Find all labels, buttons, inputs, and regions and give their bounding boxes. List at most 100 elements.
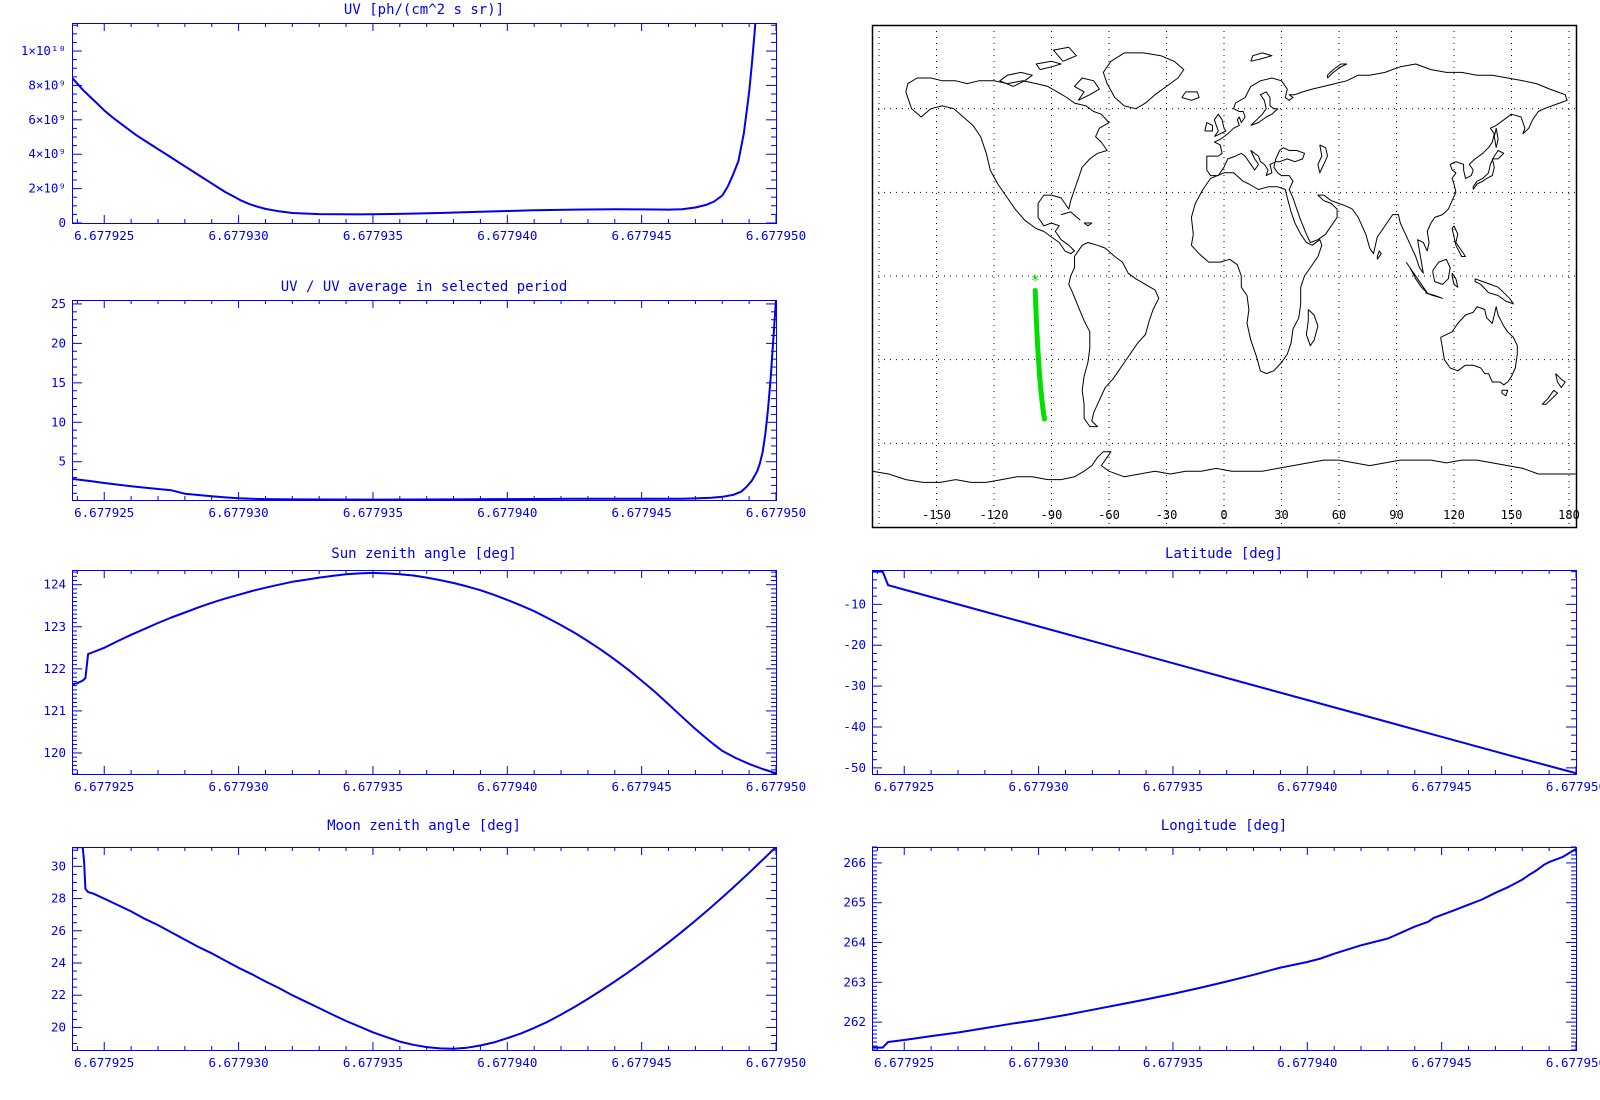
svg-text:6.677940: 6.677940	[477, 779, 537, 794]
svg-text:22: 22	[51, 987, 66, 1002]
svg-text:6.677945: 6.677945	[612, 1055, 672, 1070]
svg-text:6.677950: 6.677950	[1546, 779, 1600, 794]
svg-text:15: 15	[51, 375, 66, 390]
svg-text:6.677940: 6.677940	[1277, 779, 1337, 794]
svg-text:266: 266	[843, 855, 866, 870]
svg-text:60: 60	[1332, 508, 1346, 522]
latitude-chart-title: Latitude [deg]	[1164, 546, 1283, 562]
svg-text:6.677945: 6.677945	[612, 779, 672, 794]
svg-text:6.677940: 6.677940	[477, 228, 537, 243]
svg-text:30: 30	[1274, 508, 1288, 522]
moon-zenith-plot-svg: 6.677925 6.677930 6.677935 6.677940 6.677945…	[51, 847, 806, 1070]
uv-chart-title: UV [ph/(cm^2 s sr)]	[343, 2, 505, 18]
svg-text:6.677935: 6.677935	[343, 505, 403, 520]
svg-text:6.677940: 6.677940	[1277, 1055, 1337, 1070]
svg-text:10: 10	[51, 414, 66, 429]
ground-track	[1032, 288, 1047, 422]
svg-text:6.677925: 6.677925	[74, 1055, 134, 1070]
moon-zenith-chart-title: Moon zenith angle [deg]	[327, 818, 521, 834]
sun-zenith-chart-title: Sun zenith angle [deg]	[331, 546, 517, 562]
svg-text:6.677935: 6.677935	[343, 1055, 403, 1070]
svg-text:6.677935: 6.677935	[343, 228, 403, 243]
svg-text:263: 263	[843, 974, 866, 989]
svg-text:6.677935: 6.677935	[1143, 1055, 1203, 1070]
uv-ratio-chart: UV / UV average in selected period 6.677…	[0, 262, 810, 520]
latitude-plot-svg: 6.677925 6.677930 6.677935 6.677940 6.677945…	[843, 570, 1600, 794]
moon-zenith-chart: Moon zenith angle [deg] 6.677925 6.677930…	[0, 805, 810, 1097]
latitude-chart: Latitude [deg] 6.677925 6.677930 6.677935 6…	[800, 535, 1600, 805]
svg-text:6.677925: 6.677925	[74, 228, 134, 243]
svg-text:6×10⁹: 6×10⁹	[28, 112, 66, 127]
longitude-chart-title: Longitude [deg]	[1160, 818, 1288, 834]
svg-text:265: 265	[843, 895, 866, 910]
svg-text:-150: -150	[922, 508, 951, 522]
svg-text:6.677950: 6.677950	[746, 505, 806, 520]
svg-text:26: 26	[51, 923, 66, 938]
svg-text:4×10⁹: 4×10⁹	[28, 146, 66, 161]
svg-text:6.677925: 6.677925	[874, 779, 934, 794]
svg-text:6.677945: 6.677945	[612, 228, 672, 243]
svg-text:-10: -10	[843, 596, 866, 611]
svg-text:-120: -120	[980, 508, 1009, 522]
svg-text:120: 120	[43, 745, 66, 760]
svg-text:25: 25	[51, 296, 66, 311]
svg-text:90: 90	[1389, 508, 1403, 522]
svg-text:6.677935: 6.677935	[1143, 779, 1203, 794]
svg-text:20: 20	[51, 335, 66, 350]
svg-text:6.677925: 6.677925	[74, 505, 134, 520]
svg-text:6.677930: 6.677930	[208, 1055, 268, 1070]
svg-text:124: 124	[43, 577, 66, 592]
uv-ratio-plot-svg: 6.677925 6.677930 6.677935 6.677940 6.677945…	[51, 296, 806, 520]
svg-text:262: 262	[843, 1014, 866, 1029]
svg-text:-30: -30	[843, 678, 866, 693]
svg-text:6.677930: 6.677930	[208, 505, 268, 520]
svg-text:1×10¹⁰: 1×10¹⁰	[21, 43, 66, 58]
svg-text:6.677950: 6.677950	[746, 228, 806, 243]
svg-text:6.677930: 6.677930	[1008, 779, 1068, 794]
svg-text:6.677940: 6.677940	[477, 1055, 537, 1070]
uv-chart: UV [ph/(cm^2 s sr)] 6.677925 6.677930 6.67…	[0, 0, 810, 258]
svg-text:6.677940: 6.677940	[477, 505, 537, 520]
world-map-svg: * -150 -120 -90 -60 -30 0 30 60 90 120 150 180	[871, 24, 1580, 529]
svg-text:6.677935: 6.677935	[343, 779, 403, 794]
svg-text:-30: -30	[1156, 508, 1178, 522]
world-map-panel: * -150 -120 -90 -60 -30 0 30 60 90 120 150 180	[800, 0, 1600, 545]
svg-text:0: 0	[1220, 508, 1227, 522]
svg-text:6.677950: 6.677950	[746, 1055, 806, 1070]
svg-text:-90: -90	[1041, 508, 1063, 522]
svg-text:24: 24	[51, 955, 66, 970]
svg-text:121: 121	[43, 703, 66, 718]
svg-text:-20: -20	[843, 637, 866, 652]
svg-text:-50: -50	[843, 760, 866, 775]
svg-text:30: 30	[51, 858, 66, 873]
svg-text:-40: -40	[843, 719, 866, 734]
svg-text:-60: -60	[1098, 508, 1120, 522]
svg-text:6.677945: 6.677945	[612, 505, 672, 520]
sun-zenith-plot-svg: 6.677925 6.677930 6.677935 6.677940 6.677945…	[43, 570, 806, 794]
svg-text:6.677950: 6.677950	[746, 779, 806, 794]
svg-text:264: 264	[843, 935, 866, 950]
sun-zenith-chart: Sun zenith angle [deg] 6.677925 6.677930 6…	[0, 535, 810, 805]
svg-text:6.677930: 6.677930	[1008, 1055, 1068, 1070]
svg-text:6.677925: 6.677925	[874, 1055, 934, 1070]
svg-text:6.677930: 6.677930	[208, 779, 268, 794]
svg-text:6.677930: 6.677930	[208, 228, 268, 243]
svg-text:6.677925: 6.677925	[74, 779, 134, 794]
track-start-marker: *	[1031, 272, 1040, 290]
svg-text:120: 120	[1443, 508, 1465, 522]
svg-text:6.677945: 6.677945	[1412, 779, 1472, 794]
svg-text:2×10⁹: 2×10⁹	[28, 181, 66, 196]
svg-text:180: 180	[1558, 508, 1580, 522]
svg-text:122: 122	[43, 661, 66, 676]
svg-text:150: 150	[1501, 508, 1523, 522]
uv-plot-svg: 6.677925 6.677930 6.677935 6.677940 6.677945…	[21, 23, 806, 243]
uv-ratio-chart-title: UV / UV average in selected period	[280, 279, 568, 295]
svg-text:6.677945: 6.677945	[1412, 1055, 1472, 1070]
longitude-plot-svg: 6.677925 6.677930 6.677935 6.677940 6.677945…	[843, 846, 1600, 1070]
svg-text:0: 0	[58, 215, 66, 230]
svg-text:8×10⁹: 8×10⁹	[28, 77, 66, 92]
svg-text:28: 28	[51, 891, 66, 906]
svg-text:5: 5	[58, 454, 66, 469]
longitude-chart: Longitude [deg] 6.677925 6.677930 6.677935…	[800, 805, 1600, 1097]
